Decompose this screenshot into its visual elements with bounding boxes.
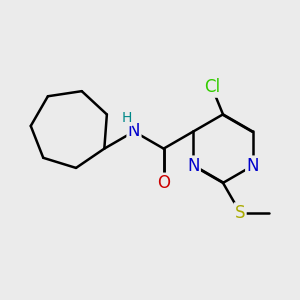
Text: Cl: Cl [204,78,220,96]
Text: N: N [187,157,200,175]
Text: N: N [246,157,259,175]
Text: N: N [128,122,140,140]
Text: S: S [235,204,245,222]
Text: H: H [122,111,132,125]
Text: O: O [157,174,170,192]
